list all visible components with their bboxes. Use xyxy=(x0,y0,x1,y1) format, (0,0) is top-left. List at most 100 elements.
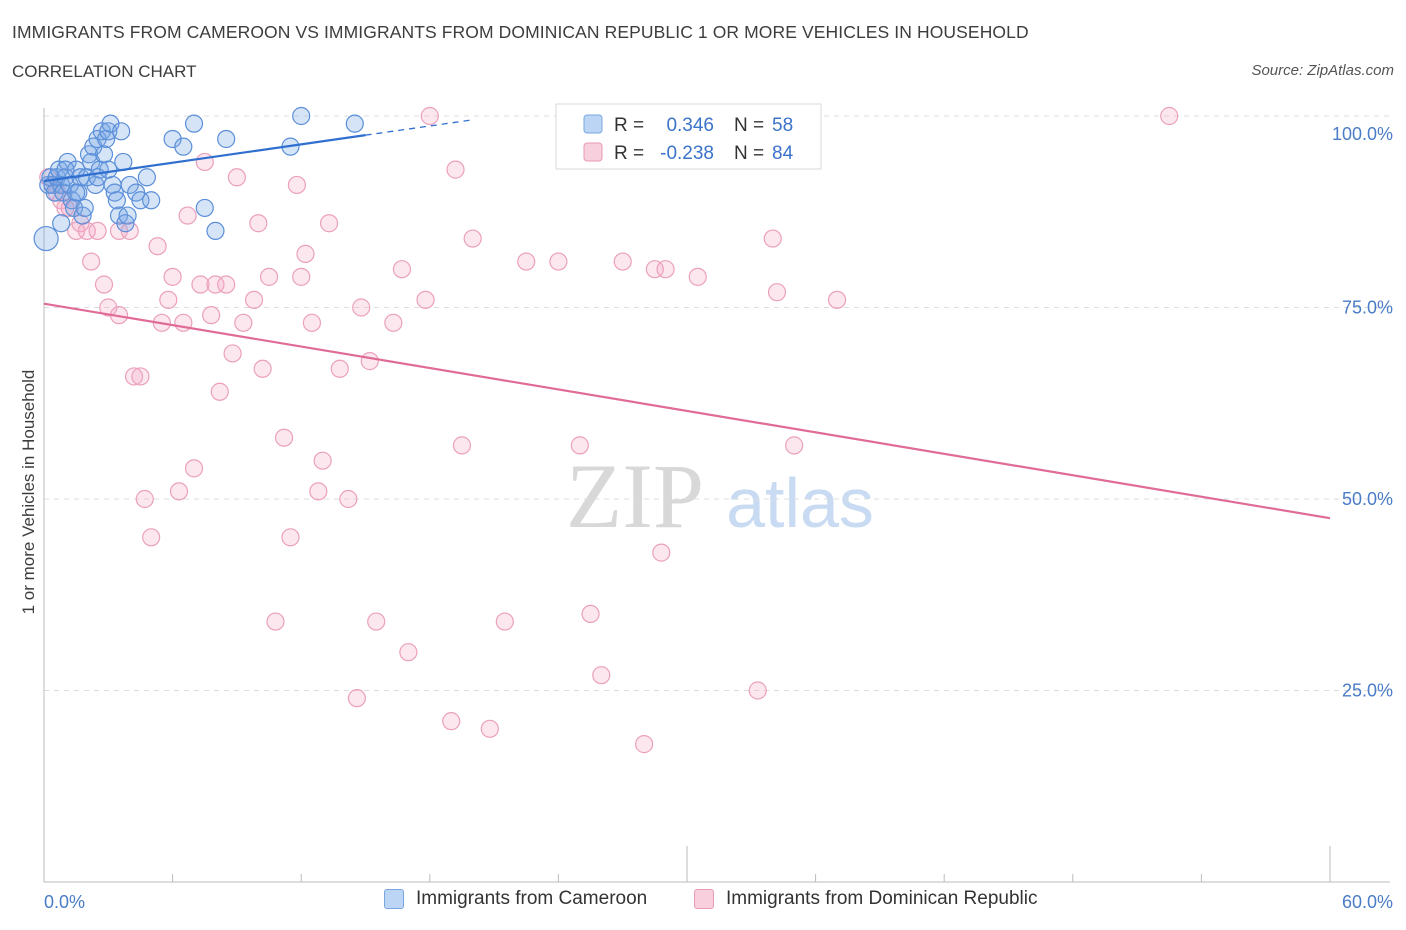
point-dominican xyxy=(184,459,204,478)
point-dominican xyxy=(287,175,307,195)
x-tick-label: 60.0% xyxy=(1342,892,1393,912)
legend-swatch-cameroon xyxy=(384,889,404,909)
point-dominican xyxy=(688,267,707,286)
point-dominican xyxy=(446,160,465,179)
point-cameroon xyxy=(99,160,118,179)
trendline-cameroon-extension xyxy=(365,119,473,136)
point-dominican xyxy=(384,313,403,332)
point-dominican xyxy=(274,428,294,447)
point-cameroon xyxy=(52,214,71,233)
point-dominican xyxy=(191,275,210,294)
point-dominican xyxy=(785,436,804,455)
point-dominican xyxy=(178,206,197,225)
point-dominican xyxy=(148,237,167,256)
legend-r-value: -0.238 xyxy=(660,143,714,164)
point-dominican xyxy=(613,252,632,271)
chart-subtitle: CORRELATION CHART xyxy=(12,62,197,81)
point-dominican xyxy=(94,275,114,294)
legend-swatch xyxy=(583,114,603,134)
point-dominican xyxy=(234,313,253,332)
point-cameroon xyxy=(137,168,156,187)
point-cameroon xyxy=(94,145,114,164)
x-tick-label: 0.0% xyxy=(44,892,85,912)
point-dominican xyxy=(748,681,767,700)
point-dominican xyxy=(302,313,322,332)
point-dominican xyxy=(767,283,787,302)
point-dominican xyxy=(763,229,782,248)
point-dominican xyxy=(392,260,412,279)
point-dominican xyxy=(253,359,272,378)
point-dominican xyxy=(352,298,371,317)
point-dominican xyxy=(367,612,386,631)
point-cameroon xyxy=(107,191,126,210)
point-dominican xyxy=(217,275,236,294)
watermark-zip: ZIP xyxy=(566,445,704,547)
legend-n-label: N = xyxy=(734,143,764,164)
point-cameroon xyxy=(131,191,150,210)
point-dominican xyxy=(135,489,154,509)
point-cameroon xyxy=(56,160,75,179)
legend-r-label: R = xyxy=(614,143,644,164)
point-dominican xyxy=(131,367,150,386)
point-dominican xyxy=(319,214,339,233)
point-dominican xyxy=(296,244,315,263)
point-dominican xyxy=(480,719,499,738)
point-dominican xyxy=(495,612,514,631)
point-dominican xyxy=(82,252,101,271)
legend-n-value: 58 xyxy=(772,115,793,136)
bottom-legend: Immigrants from Cameroon Immigrants from… xyxy=(0,888,1406,918)
point-dominican xyxy=(452,436,472,455)
point-dominican xyxy=(163,267,182,286)
point-dominican xyxy=(169,482,189,501)
point-dominican xyxy=(581,604,600,624)
y-tick-label: 25.0% xyxy=(1342,681,1393,701)
legend-r-label: R = xyxy=(614,115,644,136)
point-dominican xyxy=(645,260,664,279)
point-cameroon xyxy=(292,106,311,126)
point-dominican xyxy=(549,252,568,271)
point-dominican xyxy=(202,306,221,325)
point-dominican xyxy=(124,367,144,386)
point-dominican xyxy=(442,712,461,731)
point-dominican xyxy=(227,168,246,187)
point-cameroon xyxy=(67,183,86,202)
point-dominican xyxy=(347,689,367,708)
legend-label-cameroon: Immigrants from Cameroon xyxy=(416,888,648,909)
point-dominican xyxy=(330,359,349,378)
legend-item-dominican[interactable]: Immigrants from Dominican Republic xyxy=(694,888,1038,910)
point-dominican xyxy=(463,229,482,248)
point-dominican xyxy=(339,489,358,509)
legend-swatch-dominican xyxy=(694,889,714,909)
trendline-cameroon xyxy=(43,134,366,183)
point-dominican xyxy=(360,352,379,371)
legend-item-cameroon[interactable]: Immigrants from Cameroon xyxy=(384,888,647,910)
point-dominican xyxy=(309,482,328,501)
legend-label-dominican: Immigrants from Dominican Republic xyxy=(726,888,1038,909)
point-cameroon xyxy=(174,137,193,156)
point-dominican xyxy=(570,436,589,455)
point-cameroon xyxy=(118,206,137,225)
point-dominican xyxy=(1160,106,1179,126)
y-tick-label: 100.0% xyxy=(1332,124,1393,144)
watermark-atlas: atlas xyxy=(726,464,874,542)
point-dominican xyxy=(244,290,264,309)
point-dominican xyxy=(266,612,285,631)
point-cameroon xyxy=(195,198,214,218)
point-cameroon xyxy=(33,225,59,252)
chart-title: IMMIGRANTS FROM CAMEROON VS IMMIGRANTS F… xyxy=(12,22,1029,42)
point-cameroon xyxy=(142,191,161,210)
point-dominican xyxy=(652,543,671,562)
point-dominican xyxy=(517,252,536,271)
point-cameroon xyxy=(345,114,364,133)
trendline-dominican xyxy=(43,302,1331,520)
legend-r-value: 0.346 xyxy=(666,115,714,136)
point-cameroon xyxy=(75,198,94,218)
point-dominican xyxy=(195,152,214,172)
y-tick-label: 75.0% xyxy=(1342,298,1393,318)
point-dominican xyxy=(223,344,242,363)
legend-swatch xyxy=(583,142,603,162)
point-cameroon xyxy=(184,114,204,133)
point-dominican xyxy=(206,275,225,294)
y-tick-label: 50.0% xyxy=(1342,489,1393,509)
